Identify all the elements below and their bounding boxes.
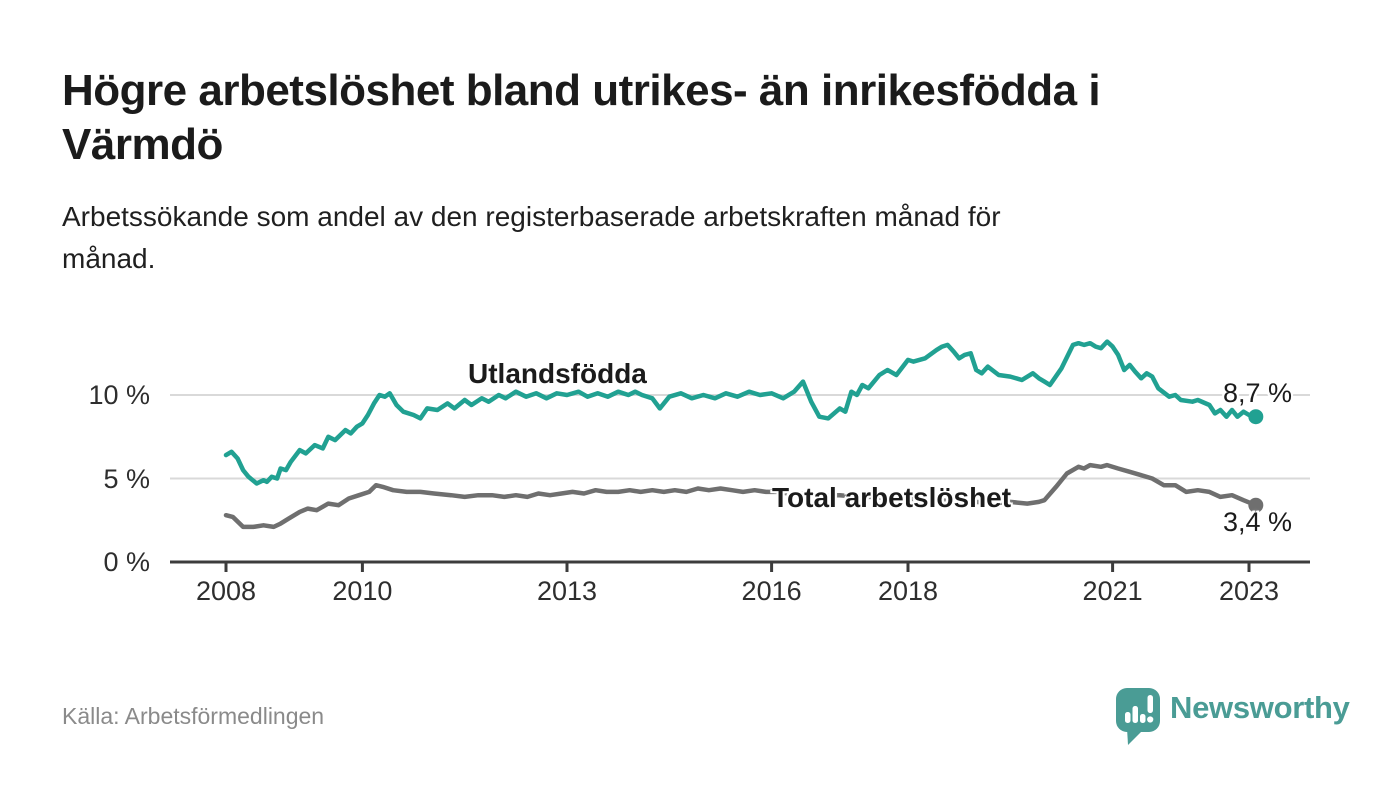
series-line-total <box>223 462 1259 530</box>
newsworthy-logo: Newsworthy <box>1114 686 1350 746</box>
y-tick-label: 10 % <box>88 380 150 410</box>
page-title-line2: Värmdö <box>62 120 223 169</box>
page-subtitle: Arbetssökande som andel av den registerb… <box>62 196 1001 280</box>
x-tick-label: 2023 <box>1218 576 1280 606</box>
x-tick-label: 2016 <box>741 576 802 606</box>
page-subtitle-line2: månad. <box>62 243 156 274</box>
x-tick-label: 2018 <box>877 576 939 606</box>
series-line-utlandsfodda <box>223 339 1259 486</box>
newsworthy-wordmark: Newsworthy <box>1170 690 1350 725</box>
x-tick-label: 2013 <box>536 576 598 606</box>
series-label-total-arbetsloshet: Total arbetslöshet <box>772 482 1012 513</box>
page-title: Högre arbetslöshet bland utrikes- än inr… <box>62 64 1101 172</box>
page-subtitle-line1: Arbetssökande som andel av den registerb… <box>62 201 1001 232</box>
x-tick-label: 2008 <box>195 576 257 606</box>
series-end-dot-utlandsfodda <box>1248 409 1264 425</box>
end-value-label-utlandsfodda: 8,7 % <box>1222 378 1292 408</box>
x-tick-label: 2021 <box>1082 576 1143 606</box>
newsworthy-logo-icon <box>1116 688 1160 745</box>
page-title-line1: Högre arbetslöshet bland utrikes- än inr… <box>62 66 1101 115</box>
end-value-label-total: 3,4 % <box>1222 507 1292 537</box>
series-label-utlandsfodda: Utlandsfödda <box>468 358 647 389</box>
x-tick-label: 2010 <box>332 576 393 606</box>
y-tick-label: 0 % <box>103 547 150 577</box>
series-end-dot-total <box>1248 497 1264 513</box>
source-credit: Källa: Arbetsförmedlingen <box>62 703 325 729</box>
y-tick-label: 5 % <box>103 463 150 494</box>
